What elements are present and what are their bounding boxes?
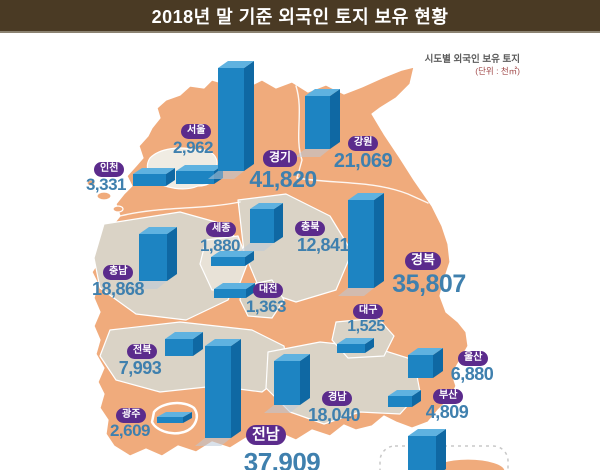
map-region-jeju [430, 458, 506, 470]
region-bar-face [388, 396, 412, 407]
region-bar-face [330, 89, 340, 149]
region-bar-face [300, 354, 310, 405]
province-boundary [295, 85, 303, 179]
region-bar-face [157, 412, 192, 417]
region-bar-face [157, 417, 183, 423]
island-icon [96, 191, 112, 201]
region-bar-face [365, 338, 374, 353]
region-bar-face [205, 346, 231, 438]
region-bar-face [139, 227, 177, 234]
region-bar-face [250, 209, 274, 243]
region-bar-face [408, 355, 433, 378]
region-bar-face [348, 193, 384, 200]
region-bar-face [246, 283, 255, 298]
region-bar-face [244, 61, 254, 171]
region-bar-face [218, 68, 244, 171]
region-bar-face [211, 257, 245, 266]
title-bar: 2018년 말 기준 외국인 토지 보유 현황 [0, 0, 600, 33]
region-bar-face [295, 149, 330, 157]
region-bar-face [240, 243, 274, 251]
region-bar-face [231, 339, 241, 438]
island-icon [112, 205, 124, 213]
region-bar-face [408, 429, 446, 436]
region-bar-face [348, 200, 374, 288]
region-bar-face [388, 390, 421, 396]
region-bar-face [195, 438, 231, 446]
region-bar-face [167, 227, 177, 281]
region-bar-face [305, 96, 330, 149]
bars-layer [129, 61, 446, 470]
region-bar-face [176, 165, 223, 171]
region-bar-face [176, 171, 214, 184]
region-bar-face [165, 332, 203, 339]
region-bar-face [165, 339, 193, 356]
island-icon [86, 179, 96, 187]
region-bar-face [433, 348, 443, 378]
region-bar-face [133, 174, 166, 186]
region-bar-face [274, 361, 300, 405]
region-bar-face [214, 283, 255, 289]
region-bar-face [193, 332, 203, 356]
region-bar-face [408, 348, 443, 355]
region-bar-face [412, 390, 421, 407]
region-bar-face [338, 288, 374, 296]
region-bar-face [337, 338, 374, 344]
province-boundary [119, 201, 241, 217]
province-boundary [296, 177, 429, 204]
region-bar-face [139, 234, 167, 281]
region-bar-face [208, 171, 244, 179]
region-bar-face [205, 339, 241, 346]
region-bar-face [218, 61, 254, 68]
region-bar-face [274, 354, 310, 361]
region-bar-face [374, 193, 384, 288]
region-bar-face [183, 412, 192, 423]
region-bar-face [214, 289, 246, 298]
region-bar-face [245, 251, 254, 266]
region-bar-face [274, 203, 283, 243]
page-title: 2018년 말 기준 외국인 토지 보유 현황 [151, 6, 449, 27]
region-bar-face [264, 405, 300, 413]
region-bar-face [337, 344, 365, 353]
region-bar-face [408, 436, 436, 470]
region-bar-face [133, 168, 175, 174]
region-bar-face [436, 429, 446, 470]
region-bar-face [250, 203, 283, 209]
region-bar-face [129, 281, 167, 289]
region-bar-face [211, 251, 254, 257]
region-bar-face [305, 89, 340, 96]
